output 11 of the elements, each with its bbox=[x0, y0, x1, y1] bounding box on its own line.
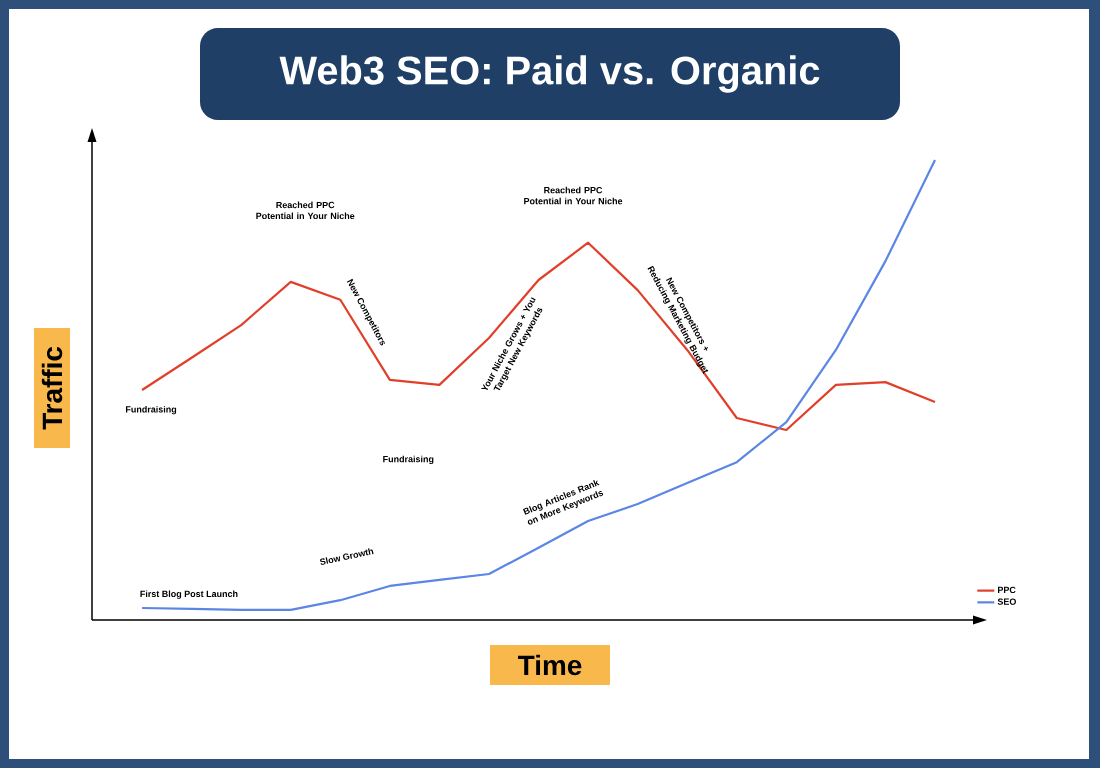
legend-label: SEO bbox=[997, 598, 1016, 605]
chart-title: Web3 SEO: Paid vs. Organic bbox=[279, 55, 820, 93]
annotation: Slow Growth bbox=[320, 548, 374, 565]
annotation: Reached PPC Potential in Your Niche bbox=[256, 201, 355, 220]
annotation: Reached PPC Potential in Your Niche bbox=[524, 186, 623, 205]
y-axis-title: Traffic bbox=[41, 346, 63, 430]
x-axis-title: Time bbox=[518, 654, 582, 676]
annotation: Fundraising bbox=[383, 455, 434, 465]
annotation: First Blog Post Launch bbox=[140, 590, 238, 599]
legend-label: PPC bbox=[998, 586, 1016, 594]
annotation: Fundraising bbox=[125, 405, 177, 415]
